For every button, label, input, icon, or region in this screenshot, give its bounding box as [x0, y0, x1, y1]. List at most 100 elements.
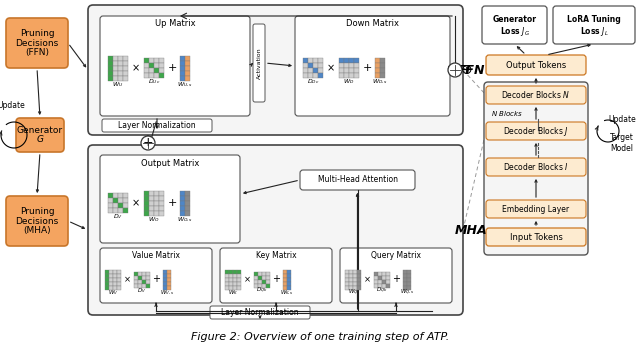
Bar	[108, 193, 113, 198]
Bar	[403, 286, 407, 290]
Text: ×: ×	[364, 275, 371, 284]
Bar	[386, 276, 390, 279]
Bar	[180, 191, 185, 195]
Bar	[113, 208, 118, 213]
Bar	[154, 73, 159, 78]
Bar	[142, 283, 146, 288]
Bar	[229, 278, 233, 281]
Text: MHA: MHA	[454, 224, 487, 237]
Bar	[283, 281, 287, 286]
Bar	[353, 269, 357, 273]
Bar	[118, 208, 123, 213]
Bar	[375, 63, 380, 68]
Bar	[349, 281, 353, 286]
Bar	[154, 68, 159, 73]
Text: $D_{Qk}$: $D_{Qk}$	[256, 286, 268, 295]
Bar	[185, 195, 190, 201]
Bar	[353, 273, 357, 278]
Bar	[108, 65, 113, 71]
Bar	[308, 73, 313, 78]
Text: Generator: Generator	[493, 14, 536, 23]
Bar	[108, 61, 113, 65]
Bar	[229, 286, 233, 290]
Bar	[113, 286, 117, 290]
Bar	[118, 61, 123, 65]
Bar	[159, 211, 164, 215]
Text: ⊕: ⊕	[461, 63, 473, 77]
Text: $D_V$: $D_V$	[113, 213, 123, 222]
Bar	[138, 279, 142, 283]
Bar	[134, 276, 138, 279]
Bar	[185, 75, 190, 80]
Text: Decisions: Decisions	[15, 39, 59, 47]
Bar	[374, 276, 378, 279]
Bar	[287, 269, 291, 273]
Bar	[237, 278, 241, 281]
Bar	[154, 201, 159, 205]
Text: Loss $J_G$: Loss $J_G$	[499, 24, 529, 37]
Bar	[403, 269, 407, 273]
Bar	[118, 55, 123, 61]
FancyBboxPatch shape	[340, 248, 452, 303]
Text: $W_Q$: $W_Q$	[348, 288, 358, 297]
Bar	[118, 203, 123, 208]
Bar	[105, 286, 109, 290]
FancyBboxPatch shape	[88, 145, 463, 315]
Bar	[113, 55, 118, 61]
Bar	[378, 271, 382, 276]
Bar	[349, 68, 354, 73]
Bar	[159, 195, 164, 201]
Bar	[146, 283, 150, 288]
Bar	[163, 273, 167, 278]
Bar	[144, 58, 149, 63]
Text: Layer Normalization: Layer Normalization	[221, 308, 299, 317]
Bar	[237, 281, 241, 286]
Bar	[287, 286, 291, 290]
Bar	[283, 286, 287, 290]
Bar	[123, 75, 128, 80]
Bar	[380, 68, 385, 73]
Text: (FFN): (FFN)	[25, 47, 49, 56]
Bar	[262, 283, 266, 288]
Bar	[266, 283, 270, 288]
Bar	[123, 61, 128, 65]
FancyBboxPatch shape	[100, 155, 240, 243]
Bar	[105, 273, 109, 278]
Bar	[354, 73, 359, 78]
Bar	[303, 68, 308, 73]
Bar	[144, 191, 149, 195]
Bar	[382, 283, 386, 288]
Bar	[185, 61, 190, 65]
Bar	[159, 68, 164, 73]
Bar	[149, 68, 154, 73]
FancyBboxPatch shape	[6, 18, 68, 68]
Bar	[149, 205, 154, 211]
Bar	[113, 203, 118, 208]
Bar	[117, 269, 121, 273]
Text: Up Matrix: Up Matrix	[155, 20, 195, 29]
Text: ×: ×	[124, 275, 131, 284]
Bar	[105, 281, 109, 286]
Text: Output Tokens: Output Tokens	[506, 61, 566, 69]
Bar	[313, 63, 318, 68]
Bar	[374, 271, 378, 276]
Text: Decoder Blocks $N$: Decoder Blocks $N$	[502, 89, 570, 100]
FancyBboxPatch shape	[88, 5, 463, 135]
Bar	[134, 283, 138, 288]
Bar	[344, 63, 349, 68]
Bar	[258, 283, 262, 288]
FancyBboxPatch shape	[486, 200, 586, 218]
Bar	[339, 63, 344, 68]
Bar	[283, 269, 287, 273]
Text: FFN: FFN	[457, 64, 484, 76]
Text: Pruning: Pruning	[20, 207, 54, 216]
Bar	[180, 211, 185, 215]
Bar	[138, 283, 142, 288]
Bar	[375, 58, 380, 63]
Bar	[344, 73, 349, 78]
Bar	[159, 205, 164, 211]
Text: G: G	[36, 135, 44, 144]
Bar	[262, 276, 266, 279]
Bar	[138, 271, 142, 276]
Bar	[154, 195, 159, 201]
